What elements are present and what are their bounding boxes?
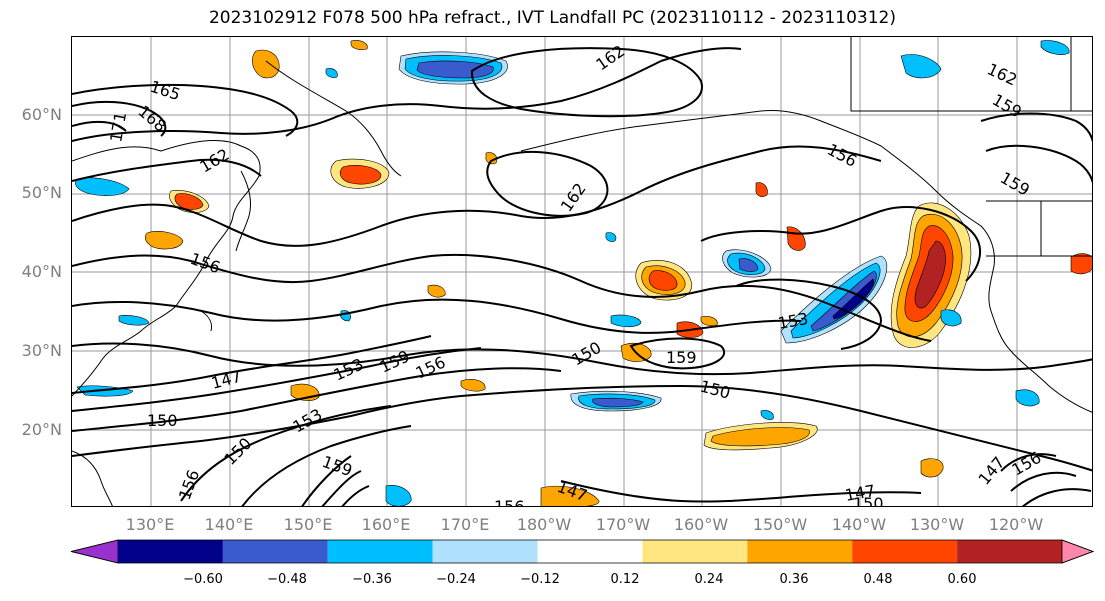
- colorbar-tick-label: 0.60: [947, 572, 977, 587]
- contour-lines: [72, 47, 1092, 506]
- colorbar-cell: [118, 540, 223, 563]
- colorbar-tick-label: 0.12: [610, 572, 640, 587]
- map-canvas: 165 168 171 162 162 162 162 159 156 159 …: [72, 37, 1092, 507]
- lon-label-150w: 150°W: [752, 515, 808, 534]
- contour-label: 162: [592, 41, 628, 74]
- colorbar-tick-label: −0.36: [352, 572, 392, 587]
- colorbar-tick-label: −0.24: [436, 572, 476, 587]
- lon-label-130w: 130°W: [909, 515, 965, 534]
- colorbar-outline: [70, 539, 1095, 564]
- colorbar-extend-low: [70, 539, 119, 564]
- lon-label-180w: 180°W: [516, 515, 572, 534]
- colorbar-tick-label: −0.60: [183, 572, 223, 587]
- lon-label-140w: 140°W: [831, 515, 887, 534]
- colorbar-tick-label: 0.24: [694, 572, 724, 587]
- lat-label-40n: 40°N: [21, 262, 62, 281]
- colorbar: [70, 539, 1095, 564]
- colorbar-cell: [327, 540, 433, 563]
- contour-label: 156: [494, 497, 525, 507]
- colorbar-cell: [537, 540, 643, 563]
- lon-label-160w: 160°W: [673, 515, 729, 534]
- lon-label-160e: 160°E: [361, 515, 411, 534]
- colorbar-extend-high: [1061, 539, 1095, 564]
- lon-label-130e: 130°E: [125, 515, 175, 534]
- map-panel: 165 168 171 162 162 162 162 159 156 159 …: [71, 36, 1093, 507]
- contour-label: 150: [220, 434, 255, 469]
- lon-label-170e: 170°E: [440, 515, 490, 534]
- colorbar-tick-label: 0.48: [863, 572, 893, 587]
- colorbar-cell: [222, 540, 328, 563]
- lat-label-60n: 60°N: [21, 105, 62, 124]
- colorbar-cell: [642, 540, 748, 563]
- colorbar-tick-label: 0.36: [779, 572, 809, 587]
- colorbar-tick-label: −0.48: [267, 572, 307, 587]
- contour-label: 147: [209, 367, 243, 393]
- lon-label-120w: 120°W: [988, 515, 1044, 534]
- colorbar-cell: [957, 540, 1062, 563]
- contour-label: 162: [197, 145, 233, 177]
- contour-label: 150: [698, 377, 732, 403]
- contour-label: 159: [997, 168, 1033, 200]
- colorbar-cell: [747, 540, 853, 563]
- lon-label-170w: 170°W: [595, 515, 651, 534]
- contour-label: 156: [188, 249, 223, 277]
- contour-label: 150: [147, 411, 178, 430]
- contour-label: 153: [331, 354, 367, 384]
- colorbar-cell: [852, 540, 958, 563]
- colorbar-tick-label: −0.12: [520, 572, 560, 587]
- contour-label: 156: [824, 140, 860, 171]
- contour-label: 153: [290, 405, 326, 437]
- map-title: 2023102912 F078 500 hPa refract., IVT La…: [208, 8, 896, 28]
- lat-label-50n: 50°N: [21, 183, 62, 202]
- contour-label: 162: [557, 179, 590, 215]
- positive-anomaly-patches: [144, 40, 1092, 506]
- contour-label: 159: [666, 348, 697, 367]
- contour-label: 150: [853, 494, 884, 507]
- contour-label: 150: [569, 338, 605, 370]
- colorbar-cell: [432, 540, 538, 563]
- coastlines: [72, 37, 1092, 506]
- lat-label-20n: 20°N: [21, 420, 62, 439]
- contour-label: 147: [975, 453, 1009, 489]
- contour-label: 162: [984, 59, 1020, 89]
- lon-label-140e: 140°E: [204, 515, 254, 534]
- lon-label-150e: 150°E: [283, 515, 333, 534]
- contour-label: 171: [106, 110, 130, 143]
- contour-label: 165: [148, 77, 183, 105]
- negative-anomaly-patches: [75, 40, 1070, 506]
- lat-label-30n: 30°N: [21, 341, 62, 360]
- contour-label: 156: [175, 467, 203, 502]
